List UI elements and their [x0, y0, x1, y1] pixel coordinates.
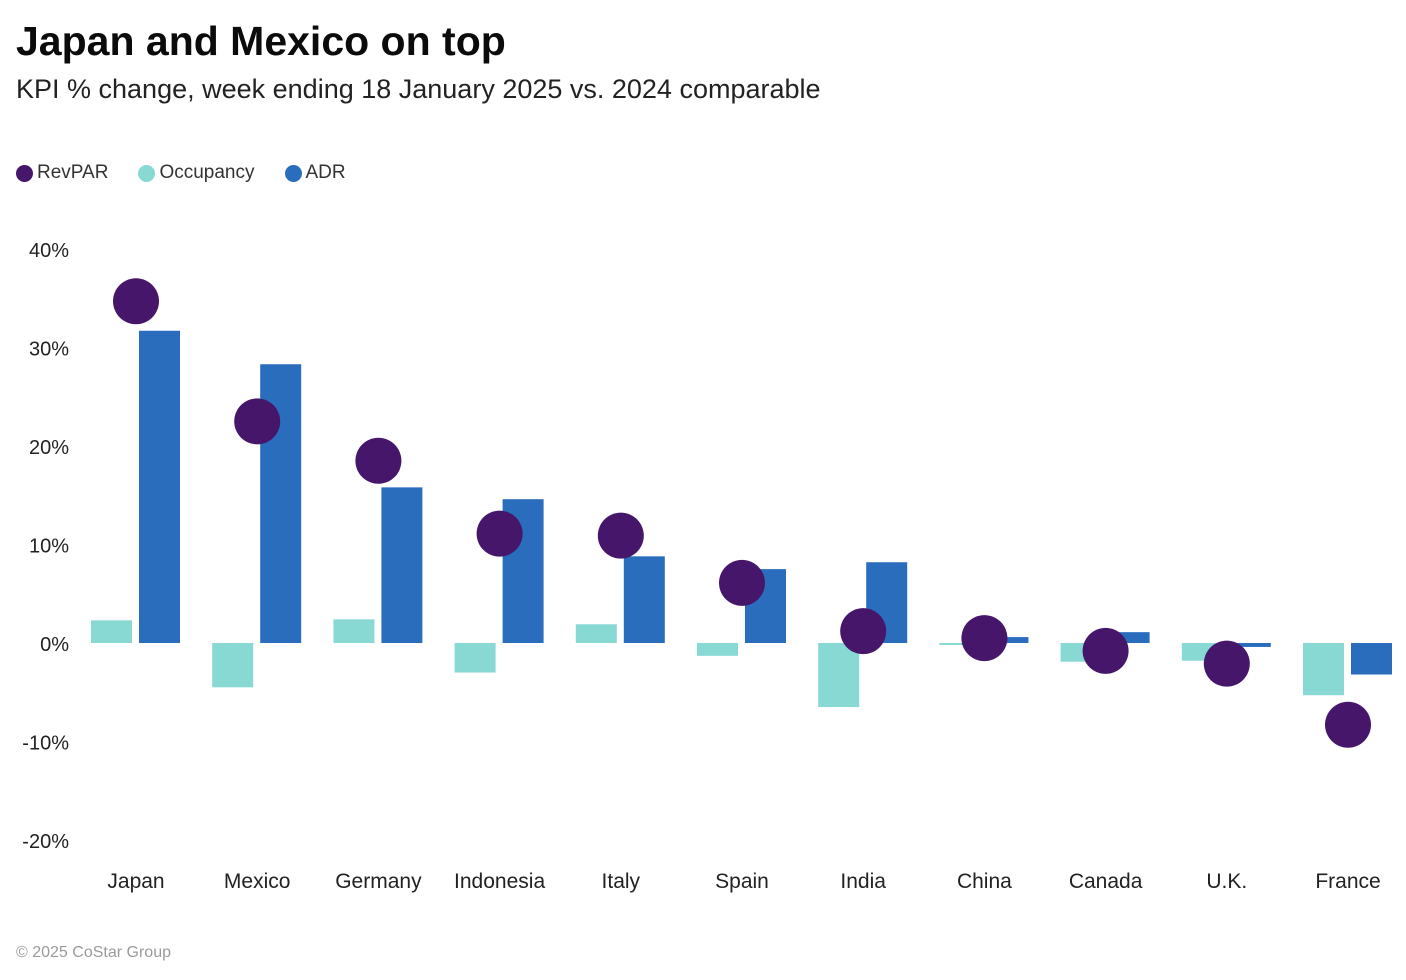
legend-label-occupancy: Occupancy	[159, 162, 255, 183]
bar-adr-italy	[623, 556, 665, 643]
y-tick-label: 20%	[29, 437, 69, 459]
x-tick-label: U.K.	[1206, 870, 1247, 893]
legend-item-occupancy: Occupancy	[138, 162, 255, 184]
bar-occupancy-china	[939, 643, 981, 645]
dot-revpar-india	[840, 608, 887, 655]
bar-occupancy-spain	[697, 643, 738, 656]
chart-subtitle: KPI % change, week ending 18 January 202…	[16, 74, 821, 104]
y-tick-label: 10%	[29, 536, 69, 558]
legend-label-revpar: RevPAR	[37, 162, 109, 183]
dot-revpar-mexico	[234, 398, 281, 445]
dot-revpar-u-k	[1203, 640, 1250, 687]
legend-swatch-adr	[284, 164, 302, 182]
legend-item-adr: ADR	[284, 162, 346, 184]
bar-occupancy-france	[1303, 643, 1344, 696]
bar-adr-canada	[1108, 632, 1150, 643]
bar-occupancy-germany	[333, 619, 375, 643]
dot-revpar-japan	[113, 278, 159, 325]
y-tick-label: -10%	[22, 733, 69, 755]
x-tick-label: Canada	[1069, 870, 1143, 893]
bar-adr-germany	[381, 487, 423, 643]
legend-swatch-occupancy	[138, 164, 156, 182]
legend: RevPAR Occupancy ADR	[16, 162, 376, 184]
bar-adr-china	[987, 637, 1029, 643]
dot-revpar-italy	[597, 512, 644, 559]
dot-revpar-germany	[355, 437, 402, 484]
bar-occupancy-india	[818, 643, 860, 708]
dot-revpar-china	[961, 615, 1008, 662]
x-tick-label: Mexico	[224, 870, 291, 893]
dot-revpar-france	[1325, 701, 1371, 748]
x-tick-label: China	[957, 870, 1012, 893]
bar-adr-japan	[139, 330, 180, 643]
y-tick-label: 0%	[40, 634, 69, 656]
bar-occupancy-italy	[575, 624, 617, 643]
x-tick-label: India	[840, 870, 886, 893]
bar-adr-france	[1351, 643, 1392, 675]
bar-occupancy-mexico	[212, 643, 254, 688]
dot-revpar-indonesia	[476, 510, 523, 557]
y-tick-label: -20%	[22, 831, 69, 853]
bar-occupancy-japan	[91, 620, 132, 643]
x-tick-label: Germany	[335, 870, 422, 893]
dot-revpar-spain	[719, 559, 765, 606]
bar-occupancy-indonesia	[454, 643, 496, 673]
legend-item-revpar: RevPAR	[16, 162, 108, 184]
y-tick-label: 40%	[29, 240, 69, 262]
legend-swatch-revpar	[16, 164, 33, 182]
x-tick-label: Italy	[602, 870, 641, 893]
chart-plot: 40% 30% 20% 10% 0% -10% -20% Japan Mexico Germany…	[22, 240, 1392, 893]
x-tick-label: Japan	[107, 870, 164, 893]
x-tick-label: France	[1315, 870, 1380, 893]
chart-title: Japan and Mexico on top	[16, 18, 506, 64]
x-tick-label: Spain	[715, 870, 769, 893]
x-tick-label: Indonesia	[454, 870, 545, 893]
bar-adr-u-k	[1229, 643, 1271, 647]
y-tick-label: 30%	[29, 339, 69, 361]
dot-revpar-canada	[1082, 627, 1129, 674]
copyright-footer: © 2025 CoStar Group	[16, 944, 171, 961]
legend-label-adr: ADR	[305, 162, 346, 183]
